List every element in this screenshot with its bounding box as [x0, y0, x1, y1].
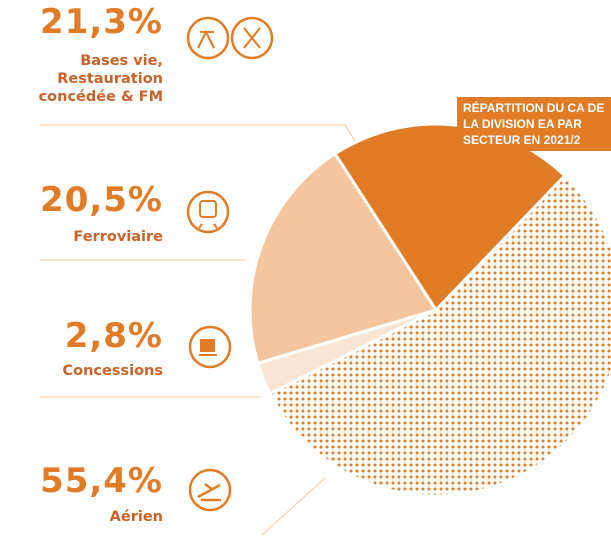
value-label: 20,5%	[40, 180, 163, 220]
category-label: Ferroviaire	[73, 229, 163, 245]
category-label: Aérien	[109, 509, 163, 525]
value-label: 2,8%	[64, 316, 163, 356]
value-label: 21,3%	[40, 2, 163, 42]
chart-title: RÉPARTITION DU CA DE LA DIVISION EA PAR …	[457, 97, 611, 151]
icons	[186, 16, 274, 512]
value-label: 55,4%	[40, 461, 163, 501]
pie-slice	[267, 173, 611, 498]
category-label: Concessions	[62, 363, 163, 379]
pie-slice	[248, 151, 439, 366]
pie-slice	[332, 122, 567, 313]
category-label: Bases vie, Restauration concédée & FM	[38, 53, 163, 105]
